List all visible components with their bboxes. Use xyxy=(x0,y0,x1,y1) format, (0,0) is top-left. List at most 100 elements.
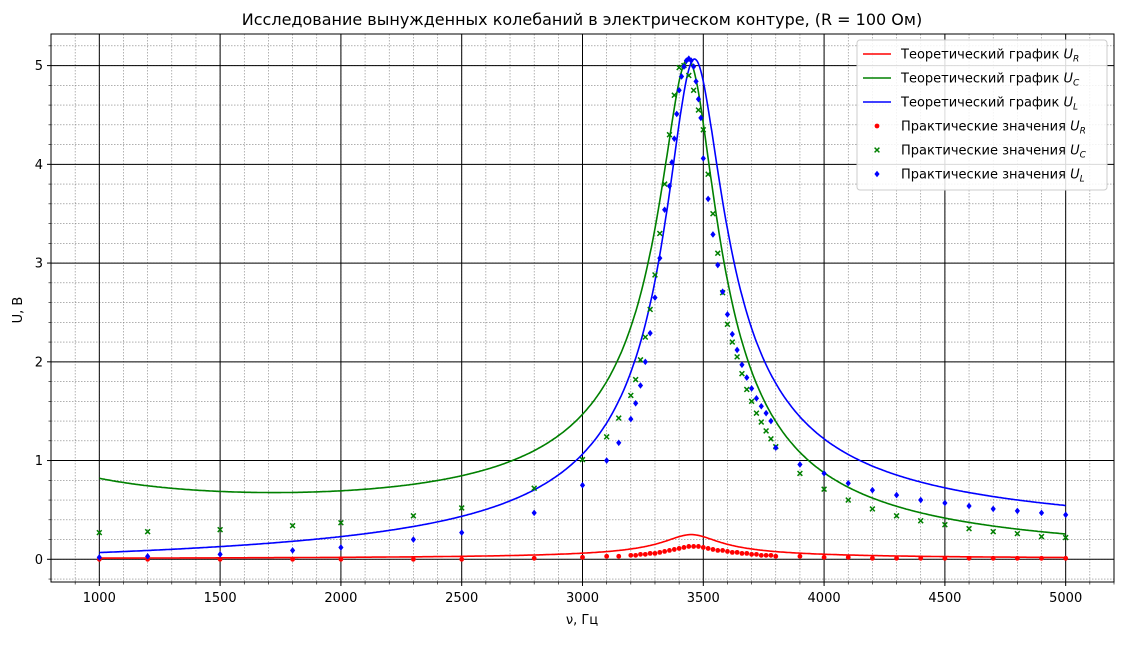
point-uc xyxy=(743,386,750,393)
point-uc xyxy=(990,528,997,535)
point-ul xyxy=(893,491,900,499)
point-uc xyxy=(753,410,760,417)
legend-entry-label: Практические значения UL xyxy=(901,168,1085,185)
point-uc xyxy=(337,519,344,526)
point-ul xyxy=(657,254,663,262)
point-uc xyxy=(627,392,634,399)
point-ul xyxy=(729,330,735,338)
legend-swatch xyxy=(874,123,880,129)
point-ul xyxy=(681,63,687,70)
point-ur xyxy=(749,551,755,557)
point-ur xyxy=(338,556,344,562)
x-axis-label: ν, Гц xyxy=(566,613,598,628)
point-ul xyxy=(693,78,699,85)
point-ul xyxy=(845,479,851,487)
point-ul xyxy=(604,457,610,464)
point-ul xyxy=(688,57,694,64)
legend-swatch xyxy=(874,170,880,178)
legend: Теоретический график UR Теоретический гра… xyxy=(856,39,1108,191)
legend-entry-label: Теоретический график UC xyxy=(900,72,1080,89)
point-uc xyxy=(637,356,644,363)
point-uc xyxy=(671,92,678,99)
point-ul xyxy=(715,261,721,269)
point-uc xyxy=(758,419,765,425)
point-uc xyxy=(695,107,702,113)
point-ur xyxy=(1014,555,1020,561)
point-ur xyxy=(1063,555,1069,561)
point-uc xyxy=(966,525,972,532)
point-ur xyxy=(768,552,774,558)
point-ul xyxy=(686,55,692,62)
point-ur xyxy=(918,555,924,561)
y-tick-label: 4 xyxy=(35,158,43,173)
point-ul xyxy=(579,481,586,489)
y-tick-label: 1 xyxy=(35,454,43,469)
point-uc xyxy=(739,370,745,377)
point-ul xyxy=(763,409,769,417)
point-ur xyxy=(754,551,759,557)
point-ur xyxy=(734,549,740,555)
point-uc xyxy=(893,512,900,519)
point-uc xyxy=(797,470,803,477)
point-ul xyxy=(705,195,711,203)
point-ur xyxy=(657,549,663,555)
point-ul xyxy=(758,402,764,410)
point-ur xyxy=(652,550,658,556)
point-ur xyxy=(821,554,827,560)
x-tick-label: 2000 xyxy=(324,591,357,606)
point-uc xyxy=(729,339,736,345)
point-uc xyxy=(217,526,224,533)
legend-entry-label: Практические значения UC xyxy=(901,144,1087,161)
point-ul xyxy=(966,502,972,510)
point-ur xyxy=(686,544,692,549)
point-ul xyxy=(410,536,416,543)
point-ur xyxy=(1039,555,1044,561)
legend-entry-label: Теоретический график UR xyxy=(900,48,1079,65)
point-uc xyxy=(656,230,663,237)
x-tick-label: 4500 xyxy=(928,591,961,606)
point-ur xyxy=(616,553,622,559)
legend-swatch xyxy=(874,147,880,153)
x-tick-label: 4000 xyxy=(808,591,841,606)
x-tick-label: 1500 xyxy=(204,591,237,606)
point-ur xyxy=(729,549,735,555)
point-ul xyxy=(616,439,622,447)
point-ur xyxy=(696,544,701,549)
point-uc xyxy=(821,486,828,493)
point-ur xyxy=(676,546,682,551)
point-ur xyxy=(870,555,875,561)
major-grid xyxy=(51,34,1114,582)
point-ur xyxy=(700,545,706,550)
point-uc xyxy=(1038,533,1045,540)
point-ul xyxy=(691,63,697,70)
point-ul xyxy=(724,311,731,318)
point-uc xyxy=(700,126,707,133)
point-uc xyxy=(615,415,622,422)
point-ul xyxy=(96,554,102,561)
y-tick-label: 0 xyxy=(35,553,43,568)
point-ur xyxy=(633,552,639,558)
point-ul xyxy=(642,358,648,366)
point-ul xyxy=(637,382,644,389)
point-ul xyxy=(289,547,296,554)
point-ul xyxy=(676,86,682,94)
point-ul xyxy=(145,553,151,560)
point-ur xyxy=(531,555,537,561)
point-ur xyxy=(758,552,764,558)
theoretical-line-ul xyxy=(99,58,1066,554)
point-uc xyxy=(917,517,924,524)
point-ul xyxy=(768,417,774,425)
point-ul xyxy=(1038,509,1045,517)
point-ur xyxy=(715,548,721,553)
practical-points xyxy=(96,55,1069,562)
point-uc xyxy=(845,497,852,503)
point-ur xyxy=(671,547,677,552)
point-ul xyxy=(700,155,706,162)
point-ur xyxy=(739,550,745,556)
point-ul xyxy=(753,395,760,402)
x-tick-label: 5000 xyxy=(1049,591,1082,606)
point-uc xyxy=(579,456,586,463)
point-ur xyxy=(773,553,779,559)
point-uc xyxy=(748,398,755,405)
